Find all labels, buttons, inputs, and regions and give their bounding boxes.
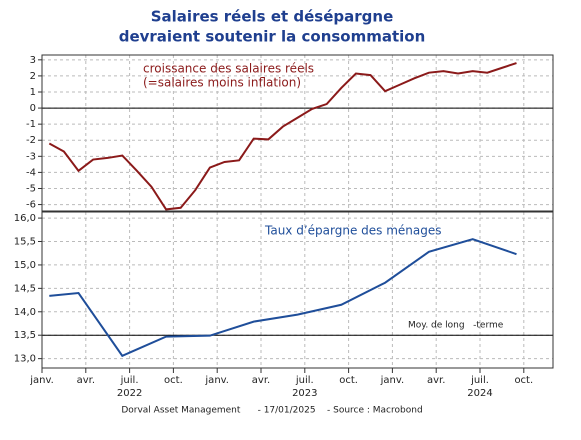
x-tick-label: juil.	[470, 375, 489, 386]
y-tick-label: 15,5	[14, 237, 36, 248]
x-tick-label: avr.	[252, 375, 270, 386]
x-year-label: 2024	[467, 388, 492, 399]
y-tick-label: -2	[26, 135, 36, 146]
y-tick-label: 13,5	[14, 330, 36, 341]
data-line	[48, 62, 517, 211]
x-tick-label: avr.	[77, 375, 95, 386]
plot-frame	[41, 54, 554, 212]
y-tick-label: 2	[30, 71, 36, 82]
x-tick-label: janv.	[204, 375, 229, 386]
y-tick-label: 15,0	[14, 260, 36, 271]
y-tick-label: 14,5	[14, 283, 36, 294]
x-tick-label: oct.	[164, 375, 183, 386]
x-tick-label: oct.	[514, 375, 533, 386]
x-tick-label: avr.	[427, 375, 445, 386]
y-tick-label: 1	[30, 87, 36, 98]
y-tick-label: -1	[26, 119, 36, 130]
y-tick-label: -3	[26, 151, 36, 162]
y-tick-label: -5	[26, 183, 36, 194]
y-tick-label: -4	[26, 167, 36, 178]
x-tick-label: janv.	[29, 375, 54, 386]
average-label: Moy. de long -terme	[408, 321, 504, 331]
data-line	[49, 238, 517, 358]
y-tick-label: 0	[30, 103, 36, 114]
series-note: (=salaires moins inflation)	[143, 76, 301, 90]
x-year-label: 2023	[292, 388, 317, 399]
y-tick-label: 3	[30, 55, 36, 66]
x-tick-label: janv.	[380, 375, 405, 386]
plot-frame	[41, 211, 554, 369]
chart-title: devraient soutenir la consommation	[119, 28, 426, 46]
x-year-label: 2022	[117, 388, 142, 399]
y-tick-label: 14,0	[14, 307, 36, 318]
series-label: croissance des salaires réels	[143, 62, 314, 76]
chart-title: Salaires réels et désépargne	[151, 8, 394, 26]
source: Dorval Asset Management - 17/01/2025 - S…	[121, 406, 422, 416]
x-tick-label: juil.	[295, 375, 314, 386]
series-label: Taux d’épargne des ménages	[264, 224, 442, 238]
y-tick-label: 16,0	[14, 213, 36, 224]
x-tick-label: oct.	[339, 375, 358, 386]
y-tick-label: 13,0	[14, 354, 36, 365]
y-tick-label: -6	[26, 200, 36, 211]
x-tick-label: juil.	[120, 375, 139, 386]
